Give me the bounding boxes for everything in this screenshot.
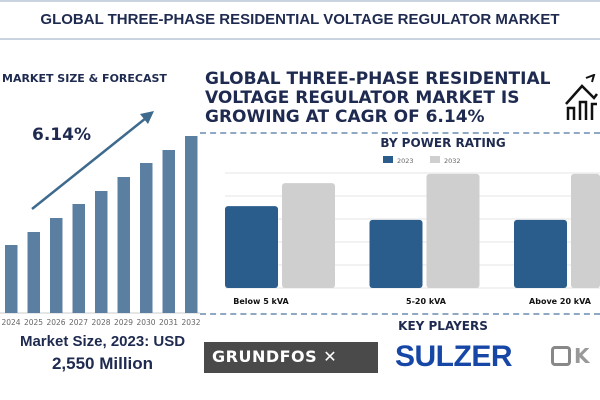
house-growth-icon [565, 74, 598, 120]
grundfos-mark-icon: ✕ [323, 347, 338, 366]
divider [200, 132, 600, 134]
x-tick-label: 2030 [136, 318, 155, 327]
power-rating-title: BY POWER RATING [380, 136, 506, 150]
bar-2023 [514, 219, 567, 288]
bar-2024 [5, 245, 18, 313]
cagr-value: 6.14% [32, 125, 91, 145]
x-tick-label: 2028 [91, 318, 110, 327]
market-size-label: MARKET SIZE & FORECAST [2, 72, 167, 85]
bar-2031 [162, 150, 175, 313]
bar-2032 [571, 173, 600, 288]
bar-2028 [95, 191, 108, 313]
trend-arrow [31, 117, 147, 210]
legend-label: 2032 [444, 157, 461, 165]
bar-2023 [369, 219, 423, 288]
arrow-head-icon [140, 111, 154, 124]
bar-2032 [185, 136, 198, 313]
bar-2026 [50, 218, 63, 313]
forecast-chart: 2024 2025 2026 2027 2028 2029 2030 2031 2032 [0, 111, 201, 327]
x-tick-label: 2026 [46, 318, 65, 327]
page-title: GLOBAL THREE-PHASE RESIDENTIAL VOLTAGE R… [40, 11, 560, 28]
x-tick-label: 2031 [159, 318, 178, 327]
key-players-title: KEY PLAYERS [398, 319, 488, 333]
title-bar [0, 0, 600, 40]
bar-2030 [140, 163, 153, 313]
category-label: Below 5 kVA [233, 297, 289, 306]
x-tick-label: 2024 [1, 318, 20, 327]
power-rating-chart: 2023 2032 Below 5 kVA 5-20 kVA Above 20 kVA [225, 156, 600, 306]
logo-mark-icon [551, 346, 571, 366]
legend-swatch-2032 [430, 156, 440, 163]
third-company-text: K [574, 344, 590, 368]
bar-2029 [117, 177, 130, 313]
x-tick-label: 2025 [24, 318, 43, 327]
category-label: Above 20 kVA [529, 297, 592, 306]
bar-2027 [72, 204, 85, 313]
grundfos-text: GRUNDFOS [212, 347, 318, 366]
grundfos-logo: GRUNDFOS ✕ [204, 342, 378, 373]
x-tick-label: 2027 [69, 318, 88, 327]
market-size-line1: Market Size, 2023: USD [19, 333, 186, 350]
legend-label: 2023 [397, 157, 414, 165]
market-size-line2: 2,550 Million [51, 354, 154, 373]
bar-2023 [225, 206, 278, 288]
x-tick-label: 2032 [181, 318, 200, 327]
legend-swatch-2023 [383, 156, 393, 163]
bar-2032 [426, 173, 480, 288]
bar-2025 [27, 232, 40, 313]
headline: GLOBAL THREE-PHASE RESIDENTIAL VOLTAGE R… [205, 69, 551, 127]
sulzer-logo: SULZER [395, 340, 513, 373]
x-tick-label: 2029 [114, 318, 133, 327]
third-company-logo: K [551, 344, 599, 368]
category-label: 5-20 kVA [406, 297, 447, 306]
bar-2032 [282, 183, 335, 288]
divider [200, 313, 600, 315]
